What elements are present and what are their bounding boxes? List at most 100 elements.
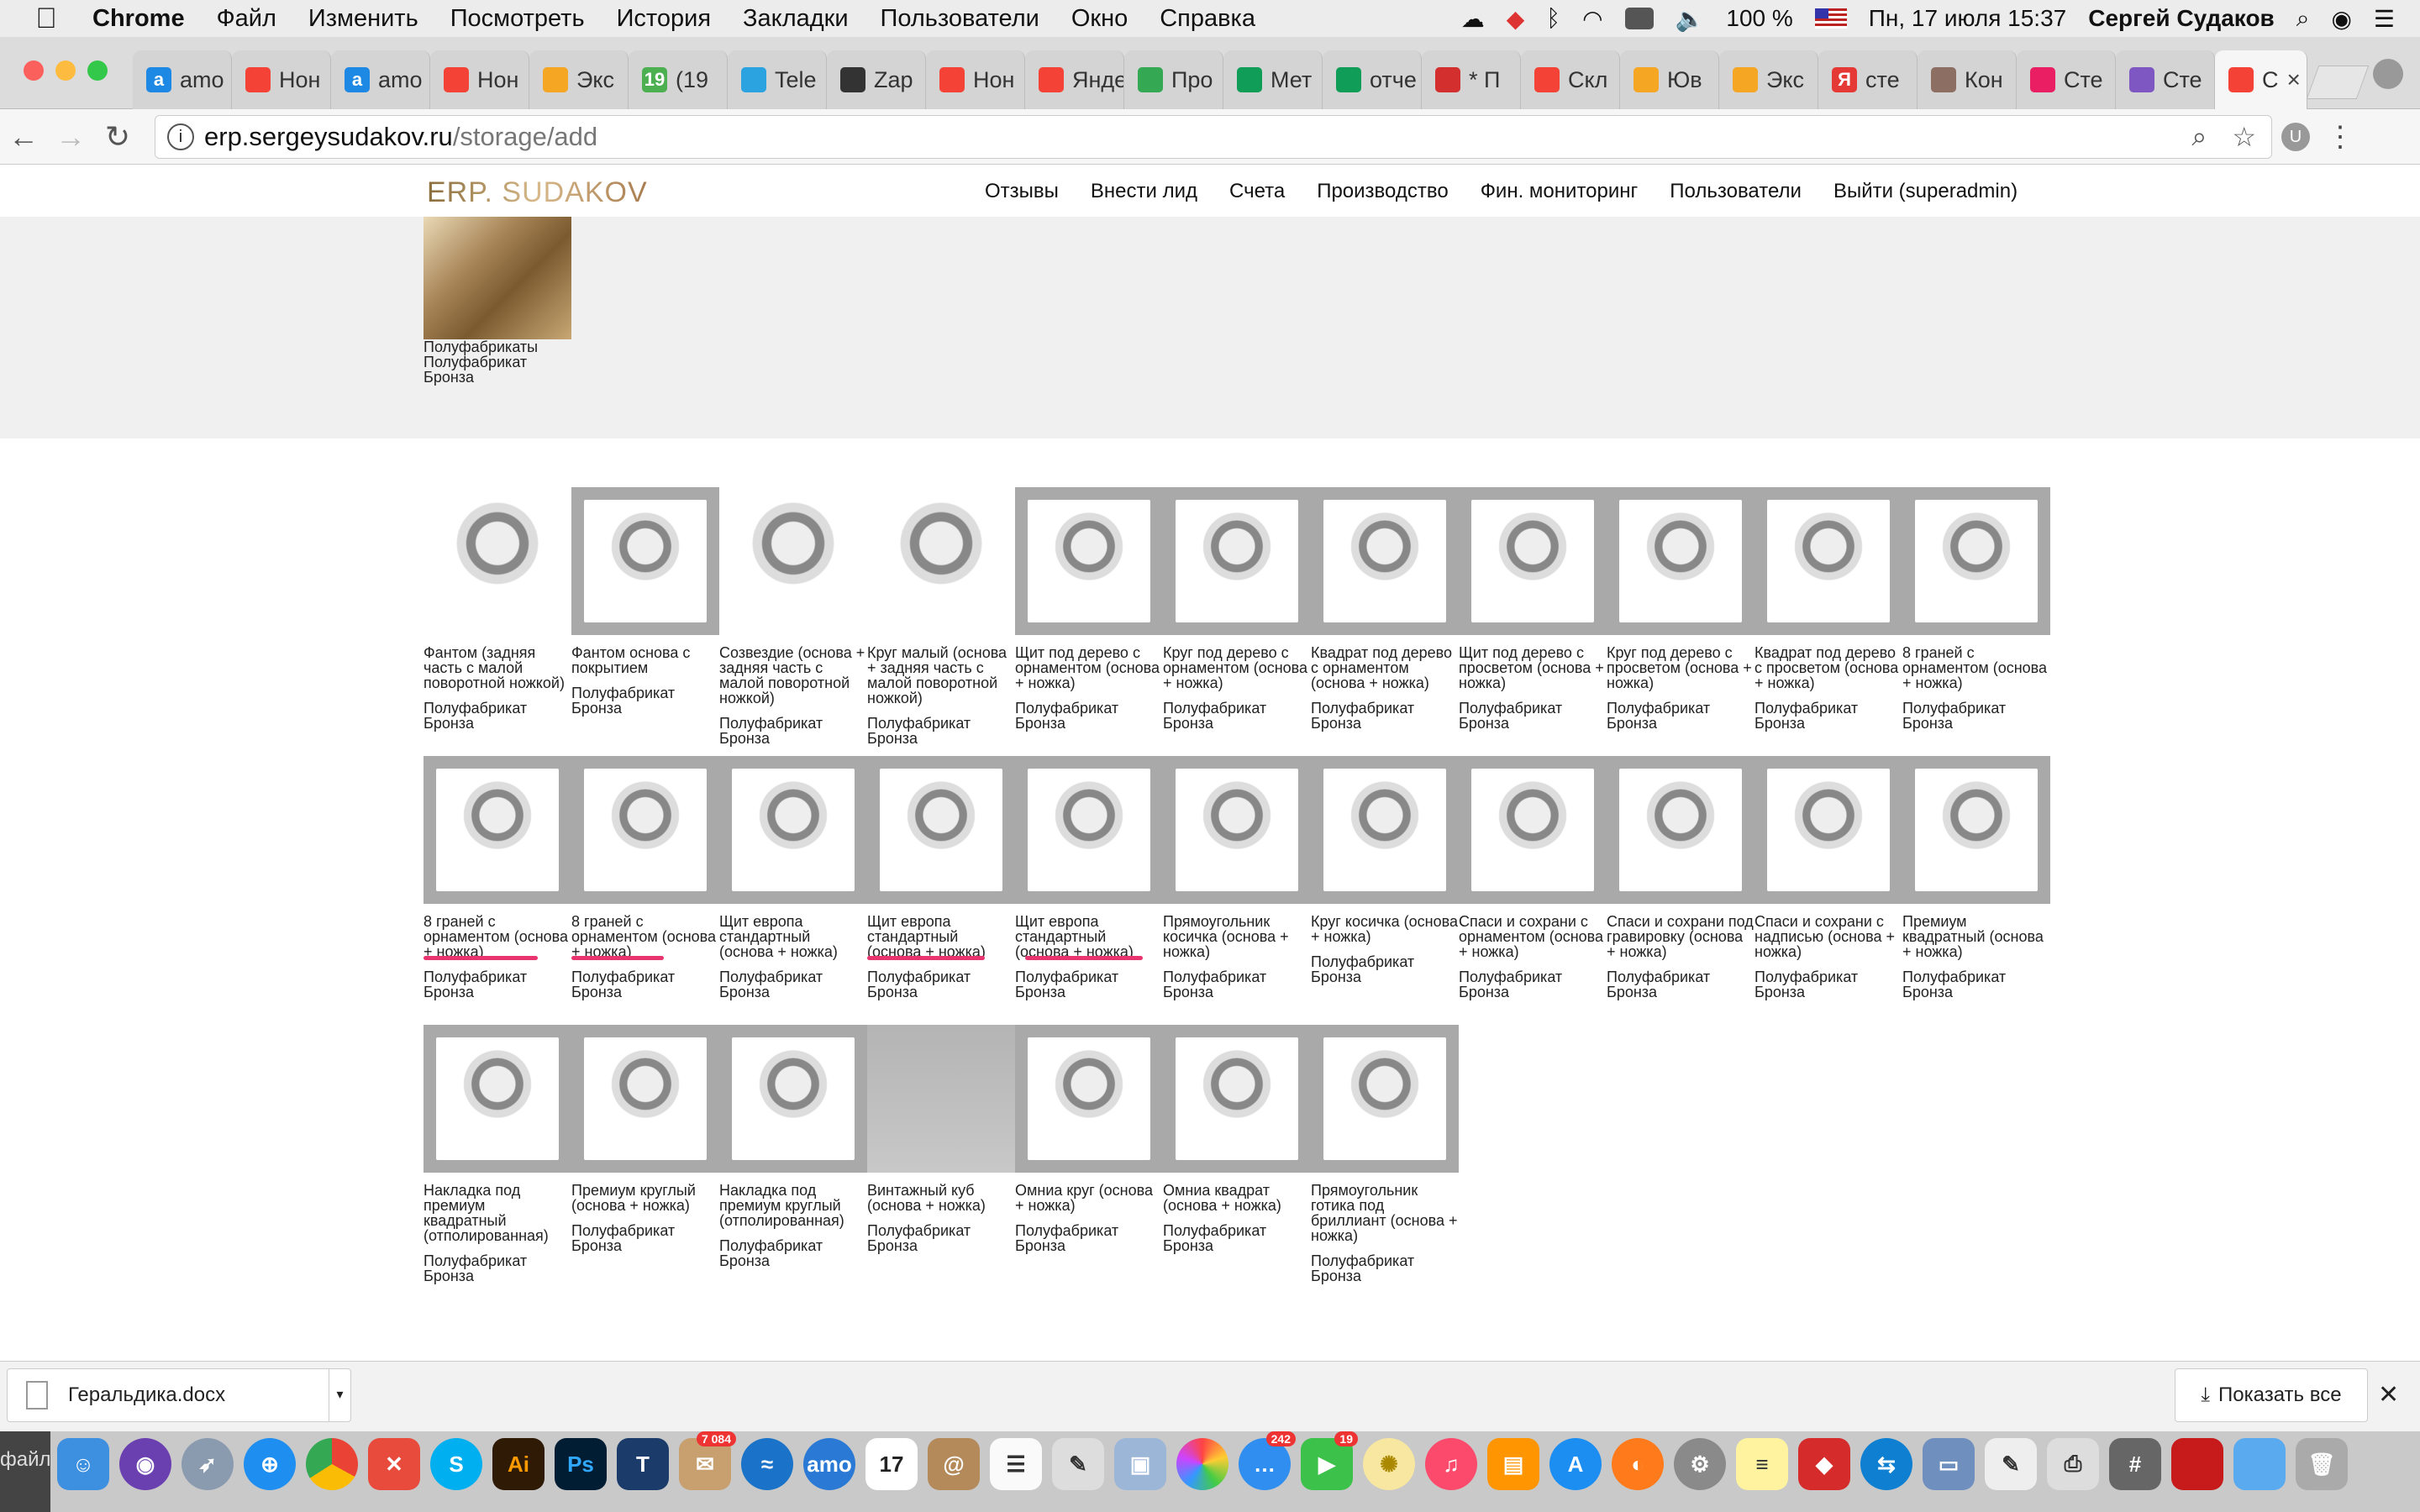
product-thumbnail[interactable]: [1163, 756, 1311, 904]
address-bar[interactable]: i erp.sergeysudakov.ru/storage/add ⌕ ☆: [155, 114, 2272, 159]
product-card[interactable]: Созвездие (основа + задняя часть с малой…: [719, 487, 867, 746]
parallels-icon[interactable]: ◆: [1798, 1438, 1850, 1490]
notification-center-icon[interactable]: ☰: [2373, 5, 2395, 32]
nav-fin-monitoring[interactable]: Фин. мониторинг: [1480, 180, 1639, 202]
app-menu[interactable]: Chrome: [92, 4, 185, 32]
tab-16[interactable]: Экс: [1719, 50, 1818, 109]
product-card[interactable]: Круг под дерево с просветом (основа + но…: [1607, 487, 1754, 731]
photos-icon[interactable]: [1176, 1438, 1228, 1490]
back-arrow-icon[interactable]: ←: [8, 118, 39, 154]
product-thumbnail[interactable]: [424, 1025, 571, 1173]
product-card[interactable]: Фантом (задняя часть с малой поворотной …: [424, 487, 571, 731]
bluetooth-icon[interactable]: ᛒ: [1546, 5, 1561, 31]
facetime-icon[interactable]: 19 ▶: [1301, 1431, 1358, 1490]
texmaker-icon[interactable]: T: [617, 1438, 669, 1490]
tab-5[interactable]: 19 (19: [629, 50, 728, 109]
product-thumbnail[interactable]: [1015, 1025, 1163, 1173]
tab-13[interactable]: * П: [1422, 50, 1521, 109]
chevron-down-icon[interactable]: ▾: [329, 1368, 350, 1422]
tab-8[interactable]: Нон: [926, 50, 1025, 109]
window-close-button[interactable]: [24, 60, 44, 81]
product-card[interactable]: Прямоугольник косичка (основа + ножка) По…: [1163, 756, 1311, 1000]
site-info-icon[interactable]: i: [167, 123, 194, 150]
product-card[interactable]: Щит европа стандартный (основа + ножка) П…: [719, 756, 867, 1000]
product-card[interactable]: Спаси и сохрани под гравировку (основа +…: [1607, 756, 1754, 1000]
product-card[interactable]: Круг малый (основа + задняя часть с мало…: [867, 487, 1015, 746]
new-tab-button[interactable]: [2306, 66, 2370, 99]
product-card[interactable]: 8 граней с орнаментом (основа + ножка) По…: [1902, 487, 2050, 731]
product-card[interactable]: Премиум круглый (основа + ножка) Полуфабр…: [571, 1025, 719, 1253]
finder-icon[interactable]: ☺: [57, 1438, 109, 1490]
firefox-icon[interactable]: ◐: [1612, 1438, 1664, 1490]
teamviewer-icon[interactable]: ⇆: [1860, 1438, 1912, 1490]
product-thumbnail[interactable]: [571, 1025, 719, 1173]
category-card[interactable]: Полуфабрикаты Полуфабрикат Бронза: [424, 217, 571, 385]
ibooks-icon[interactable]: ▤: [1487, 1438, 1539, 1490]
zoom-icon[interactable]: ⌕: [2191, 120, 2207, 151]
product-card[interactable]: Прямоугольник готика под бриллиант (осно…: [1311, 1025, 1459, 1284]
close-icon[interactable]: ✕: [2378, 1381, 2400, 1409]
siri-icon[interactable]: ◉: [2331, 5, 2352, 32]
product-card[interactable]: Спаси и сохрани с надписью (основа + нож…: [1754, 756, 1902, 1000]
product-thumbnail[interactable]: [1459, 487, 1607, 635]
notes-icon[interactable]: ≡: [1736, 1438, 1788, 1490]
product-thumbnail[interactable]: [719, 756, 867, 904]
product-thumbnail[interactable]: [867, 487, 1015, 635]
product-thumbnail[interactable]: [1754, 756, 1902, 904]
tab-close-icon[interactable]: ×: [2286, 66, 2301, 92]
product-thumbnail[interactable]: [1163, 487, 1311, 635]
product-card[interactable]: Накладка под премиум круглый (отполирова…: [719, 1025, 867, 1268]
tab-3[interactable]: Нон: [430, 50, 529, 109]
product-card[interactable]: Накладка под премиум квадратный (отполир…: [424, 1025, 571, 1284]
nav-production[interactable]: Производство: [1317, 180, 1449, 202]
product-card[interactable]: Омниа круг (основа + ножка) Полуфабрикат Б…: [1015, 1025, 1163, 1253]
product-thumbnail[interactable]: [867, 756, 1015, 904]
tab-18[interactable]: Кон: [1918, 50, 2017, 109]
siri-dock-icon[interactable]: ◉: [119, 1438, 171, 1490]
screen-app-icon[interactable]: ▭: [1923, 1438, 1975, 1490]
forward-arrow-icon[interactable]: →: [55, 118, 86, 154]
safari-icon[interactable]: ⊕: [244, 1438, 296, 1490]
product-card[interactable]: Круг косичка (основа + ножка) Полуфабрика…: [1311, 756, 1459, 984]
product-thumbnail[interactable]: [424, 756, 571, 904]
tab-0[interactable]: a amo: [133, 50, 232, 109]
product-card[interactable]: Винтажный куб (основа + ножка) Полуфабрик…: [867, 1025, 1015, 1253]
product-thumbnail[interactable]: [719, 1025, 867, 1173]
tab-1[interactable]: Нон: [232, 50, 331, 109]
menu-file[interactable]: Файл: [216, 4, 276, 32]
product-card[interactable]: Фантом основа с покрытием Полуфабрикат Бро…: [571, 487, 719, 716]
preview-icon[interactable]: ▣: [1114, 1438, 1166, 1490]
tab-19[interactable]: Сте: [2017, 50, 2116, 109]
tab-20[interactable]: Сте: [2116, 50, 2215, 109]
launchpad-icon[interactable]: ➶: [182, 1438, 234, 1490]
diamond-icon[interactable]: ◆: [1506, 5, 1525, 32]
itunes-icon[interactable]: ♫: [1425, 1438, 1477, 1490]
product-card[interactable]: 8 граней с орнаментом (основа + ножка) По…: [424, 756, 571, 1000]
pencil-app-icon[interactable]: ✎: [1052, 1438, 1104, 1490]
menu-people[interactable]: Пользователи: [880, 4, 1039, 32]
menu-bookmarks[interactable]: Закладки: [743, 4, 849, 32]
contacts-icon[interactable]: @: [928, 1438, 980, 1490]
illustrator-icon[interactable]: Ai: [492, 1438, 544, 1490]
user-name[interactable]: Сергей Судаков: [2088, 5, 2275, 31]
product-card[interactable]: Щит под дерево с просветом (основа + нож…: [1459, 487, 1607, 731]
battery-status[interactable]: 100 %: [1726, 5, 1793, 31]
product-card[interactable]: Спаси и сохрани с орнаментом (основа + н…: [1459, 756, 1607, 1000]
product-thumbnail[interactable]: [1902, 756, 2050, 904]
product-thumbnail[interactable]: [571, 756, 719, 904]
cloud-icon[interactable]: ☁: [1460, 5, 1485, 32]
spotlight-search-icon[interactable]: ⌕: [2296, 4, 2310, 31]
product-thumbnail[interactable]: [719, 487, 867, 635]
menu-view[interactable]: Посмотреть: [450, 4, 585, 32]
tab-11[interactable]: Мет: [1223, 50, 1323, 109]
skype-icon[interactable]: S: [430, 1438, 482, 1490]
extension-icon[interactable]: U: [2272, 122, 2319, 151]
product-card[interactable]: Квадрат под дерево с орнаментом (основа …: [1311, 487, 1459, 731]
xmind-icon[interactable]: ✕: [368, 1438, 420, 1490]
chrome-icon[interactable]: [306, 1438, 358, 1490]
product-thumbnail[interactable]: [1311, 1025, 1459, 1173]
product-thumbnail[interactable]: [1015, 756, 1163, 904]
nav-reviews[interactable]: Отзывы: [985, 180, 1059, 202]
menu-edit[interactable]: Изменить: [308, 4, 418, 32]
